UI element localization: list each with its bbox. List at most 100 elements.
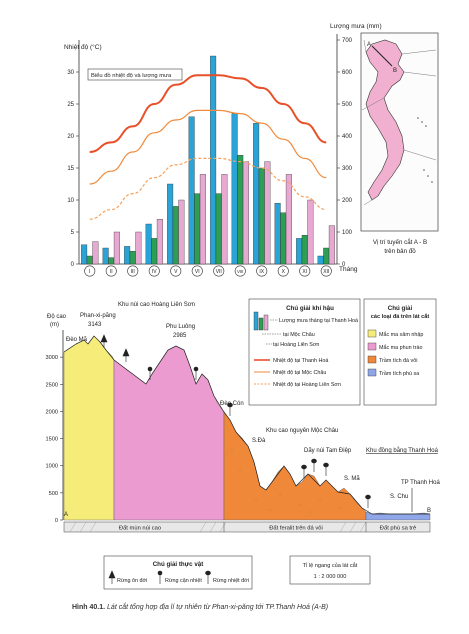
climate-legend-item-1: Lượng mưa tháng tại Thanh Hoá [279, 318, 358, 324]
profile-tick-label: 1500 [46, 437, 58, 443]
rock-swatch-intrusive [367, 329, 377, 338]
profile-y-ticks: 0 500 1000 1500 2000 2500 3000 [46, 355, 63, 524]
month-label: X [282, 269, 286, 275]
rock-legend-frame [363, 298, 437, 406]
plant-legend-item-1: Rừng ôn đới [117, 578, 147, 584]
month-marker [148, 265, 160, 277]
label-phan-xi-pang-height: 3143 [88, 322, 102, 328]
label-dong-bang: Khu đồng bằng Thanh Hoá [366, 447, 439, 454]
month-axis-label: Tháng [339, 266, 358, 273]
month-label: I [89, 269, 90, 275]
y-axis-ticks: 0 5 10 15 20 25 30 [67, 70, 79, 268]
tropical-tree-icon [365, 494, 371, 508]
section-line [371, 45, 393, 67]
label-moc-chau: Khu cao nguyên Mộc Châu [266, 428, 338, 434]
map-label-a: A [367, 42, 371, 48]
y2-tick-label: 200 [342, 198, 353, 204]
rain-bar-moc-chau [129, 251, 136, 265]
y-tick-label: 0 [71, 262, 75, 268]
climate-legend-item-5: Nhiệt độ tại Mộc Châu [273, 370, 326, 376]
subtropical-tree-icon [193, 366, 199, 380]
location-map: A B Vị trí tuyến cắt A - B trên bản đồ [360, 32, 439, 255]
map-caption-line1: Vị trí tuyến cắt A - B [373, 239, 427, 246]
rain-bar-hoang-lien-son [242, 161, 249, 265]
month-label: XII [323, 269, 329, 275]
month-marker [277, 265, 289, 277]
tree-icons [100, 334, 371, 508]
soil-band [63, 521, 431, 533]
y2-axis-ticks: 0 100 200 300 400 500 600 700 [337, 38, 353, 268]
rock-legend-item-4: Trầm tích phù sa [379, 371, 419, 377]
tropical-tree-icon [323, 462, 329, 476]
y2-tick-label: 700 [342, 38, 353, 44]
plant-legend-item-2: Rừng cận nhiệt [165, 578, 202, 584]
temperate-tree-icon [108, 570, 116, 584]
month-marker [105, 265, 117, 277]
rain-bar-thanh-hoa [188, 116, 195, 265]
climate-legend-item-3: tại Hoàng Liên Sơn [273, 342, 319, 348]
rain-bar-hoang-lien-son [307, 199, 314, 265]
climate-legend-item-6: Nhiệt độ tại Hoàng Liên Sơn [273, 382, 341, 388]
rain-bar-thanh-hoa [81, 244, 88, 265]
month-label: IV [152, 269, 157, 275]
profile-y-unit: (m) [50, 322, 59, 328]
islands [417, 117, 433, 183]
climate-legend: Chú giải khí hậu Lượng mưa tháng tại Tha… [248, 298, 361, 406]
month-label: V [174, 269, 178, 275]
month-marker [191, 265, 203, 277]
rock-swatch-limestone [367, 355, 377, 364]
rain-bar-thanh-hoa [231, 113, 238, 265]
y2-tick-label: 0 [342, 262, 346, 268]
rock-legend-item-3: Trầm tích đá vôi [379, 358, 417, 364]
climate-legend-item-2: tại Mộc Châu [283, 332, 315, 338]
plant-legend: Chú giải thực vật Rừng ôn đới Rừng cận n… [103, 555, 253, 590]
map-borders [361, 39, 437, 206]
rain-bar-thanh-hoa [167, 183, 174, 265]
month-label: III [131, 269, 135, 275]
terrain-profile-line [63, 335, 430, 515]
month-marker [320, 265, 332, 277]
rain-bar-moc-chau [237, 155, 244, 265]
label-song-ma: S. Mã [344, 476, 360, 482]
rain-bar-hoang-lien-son [178, 199, 185, 265]
month-label: VI [195, 269, 200, 275]
terrain-alluvium [365, 511, 431, 521]
y2-tick-label: 500 [342, 102, 353, 108]
map-label-b: B [393, 68, 397, 74]
label-phu-luong: Phu Luông [166, 324, 195, 330]
month-marker [84, 265, 96, 277]
rock-legend-item-2: Mắc ma phun trào [379, 344, 422, 351]
cross-section: Độ cao (m) 0 500 1000 1500 2000 2500 3000 A B [46, 302, 440, 533]
point-a: A [64, 512, 68, 518]
rain-bar-moc-chau [301, 235, 308, 265]
rain-bar-thanh-hoa [145, 223, 152, 265]
figure-caption: Hình 40.1. Lát cắt tổng hợp địa lí tự nh… [72, 604, 432, 611]
label-song-chu: S. Chu [390, 494, 408, 500]
rain-bar-moc-chau [194, 193, 201, 265]
y-tick-label: 30 [67, 70, 74, 76]
chart-legend-box [87, 68, 183, 81]
profile-tick-label: 1000 [46, 464, 58, 470]
profile-tick-label: 2500 [46, 382, 58, 388]
tropical-tree-icon [311, 458, 317, 472]
climate-legend-item-4: Nhiệt độ tại Thanh Hoá [273, 358, 328, 364]
month-label: IX [259, 269, 264, 275]
month-label: VIII [237, 269, 243, 274]
y-tick-label: 5 [71, 230, 75, 236]
y-tick-label: 15 [67, 166, 74, 172]
terrain-texture [231, 449, 341, 513]
soil-band-label-2: Đất feralit trên đá vôi [269, 526, 323, 532]
soil-band-label-3: Đất phù sa trẻ [380, 526, 416, 532]
label-deo-con: Đèo Cón [220, 401, 244, 407]
terrain-intrusive [63, 335, 115, 521]
soil-band-hatch [69, 521, 367, 533]
tropical-tree-icon [205, 570, 211, 584]
rain-bar-thanh-hoa [124, 246, 131, 265]
tropical-tree-icon [227, 402, 233, 416]
month-label: VII [216, 269, 222, 275]
scale-value: 1 : 2 000 000 [314, 574, 347, 580]
vietnam-shape [365, 39, 405, 201]
rain-bar-moc-chau [172, 206, 179, 265]
